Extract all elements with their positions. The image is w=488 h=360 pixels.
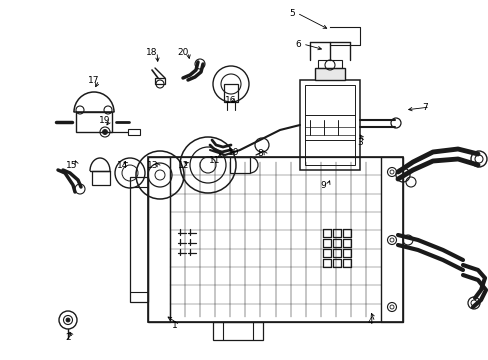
Text: 15: 15	[66, 161, 78, 170]
Text: 2: 2	[65, 333, 71, 342]
Bar	[224, 84, 238, 102]
Bar	[155, 78, 164, 84]
Text: 13: 13	[147, 161, 159, 170]
Bar	[76, 112, 112, 132]
Text: 19: 19	[99, 116, 110, 125]
Circle shape	[102, 130, 107, 135]
Text: 10: 10	[228, 148, 239, 157]
Text: 18: 18	[146, 48, 158, 57]
Bar	[314, 68, 345, 80]
Text: 9: 9	[320, 180, 325, 189]
Text: 6: 6	[295, 40, 300, 49]
Bar	[380, 157, 402, 322]
Text: 4: 4	[366, 318, 372, 327]
Bar	[317, 60, 341, 68]
Text: 1: 1	[172, 320, 178, 329]
Circle shape	[66, 318, 70, 322]
Bar	[92, 171, 110, 185]
Text: 5: 5	[288, 9, 294, 18]
Text: 11: 11	[209, 156, 220, 165]
Bar	[213, 322, 263, 340]
Text: 3: 3	[356, 138, 362, 147]
Text: 17: 17	[88, 76, 100, 85]
Text: 7: 7	[421, 103, 427, 112]
Bar	[128, 129, 140, 135]
Bar	[130, 177, 148, 302]
Text: 8: 8	[257, 149, 263, 158]
Bar	[148, 157, 402, 322]
Bar	[229, 157, 249, 173]
Bar	[305, 85, 354, 165]
Text: 14: 14	[117, 161, 128, 170]
Text: 12: 12	[178, 161, 189, 170]
Text: 20: 20	[177, 48, 188, 57]
Text: 16: 16	[225, 95, 236, 104]
Bar	[148, 157, 170, 322]
Bar	[299, 80, 359, 170]
